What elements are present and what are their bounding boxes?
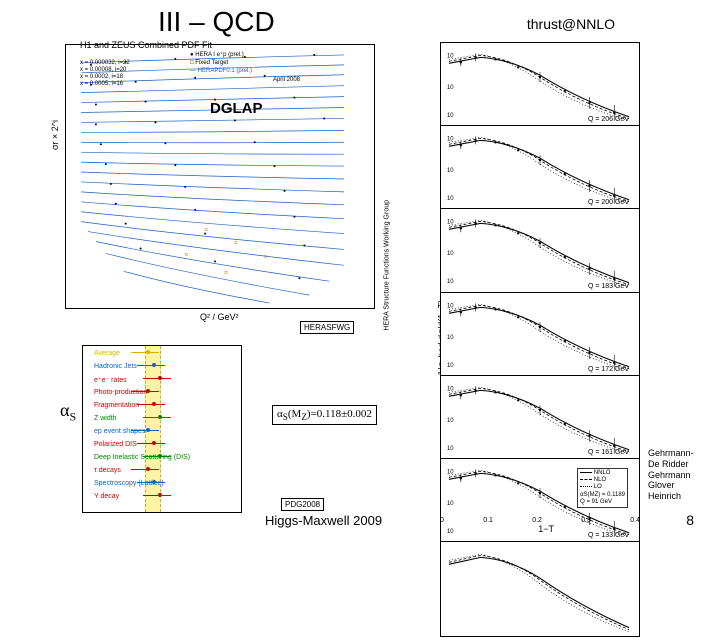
thrust-curve-svg: 10 10 10 [441,43,639,125]
alphas-errorbar [143,456,171,457]
svg-text:10: 10 [447,386,454,392]
thrust-panel: 10 10 10 Q = 183 GeV [440,208,640,291]
alphas-row: Average [94,350,120,357]
svg-text:10: 10 [447,529,454,535]
pdf-x-labels: x = 0.000032, i=22 x = 0.00008, i=20 x =… [80,60,190,88]
alphas-row: Hadronic Jets [94,363,137,370]
alphas-errorbar [137,443,165,444]
pdf-plot-title: H1 and ZEUS Combined PDF Fit [80,40,212,50]
alphas-errorbar [131,391,159,392]
thrust-q-label: Q = 161 GeV [588,449,629,456]
credit-line: Heinrich [648,491,708,502]
alphas-errorbar [131,352,159,353]
thrust-xtick: 0.4 [630,517,640,524]
svg-text:10: 10 [447,362,454,368]
page-number: 8 [686,512,694,528]
thrust-xticks: 0 0.1 0.2 0.3 0.4 [440,517,640,524]
credit-line: De Ridder [648,459,708,470]
thrust-leg-q91: Q = 91 GeV [580,499,625,506]
thrust-xtick: 0 [440,517,444,524]
thrust-panel: 10 10 10 Q = 172 GeV [440,292,640,375]
alphas-errorbar [143,378,171,379]
pdf-legend: ● HERA I e⁺p (prel.) □ Fixed Target — HE… [190,52,300,92]
svg-text:10: 10 [447,196,454,202]
alphas-errorbar [137,365,165,366]
alphas-row: Υ decay [94,493,119,500]
credit-line: Gehrmann [648,470,708,481]
alphas-errorbar [143,495,171,496]
svg-text:10: 10 [447,85,454,91]
alphas-row: τ decays [94,467,121,474]
thrust-q-label: Q = 200 GeV [588,199,629,206]
credit-block: Gehrmann-De RidderGehrmannGloverHeinrich [648,448,708,502]
thrust-q-label: Q = 133 GeV [588,532,629,539]
svg-text:10: 10 [447,446,454,452]
thrust-leg-nnlo: NNLO [594,470,611,476]
pdf-yaxis-label: σr × 2^i [50,120,60,150]
thrust-xtick: 0.3 [581,517,591,524]
thrust-curve-svg: 10 10 10 [441,209,639,291]
svg-text:10: 10 [447,279,454,285]
alphas-row: Z width [94,415,117,422]
thrust-xtick: 0.1 [483,517,493,524]
pdf-xlab: x = 0.00008, i=20 [80,67,190,74]
pdf-xlab: x = 0.000032, i=22 [80,60,190,67]
svg-text:10: 10 [447,303,454,309]
pdf-date: April 2008 [190,77,300,85]
thrust-leg-lo: LO [594,484,602,490]
svg-text:10: 10 [447,113,454,119]
svg-text:10: 10 [447,168,454,174]
alphas-row: Fragmentation [94,402,139,409]
pdf-xlab: x = 0.0002, i=18 [80,74,190,81]
thrust-stack: 10 10 10 Q = 206 GeV 10 10 10 [440,42,640,512]
alphas-row: Polarized DIS [94,441,137,448]
alphas-errorbar [143,417,171,418]
thrust-leg-alphas: αS(MZ) = 0.1189 [580,492,625,499]
footer-text: Higgs-Maxwell 2009 [265,513,382,528]
svg-text:10: 10 [447,53,454,59]
credit-line: Glover [648,480,708,491]
svg-text:10: 10 [447,469,454,475]
thrust-leg-nlo: NLO [594,477,606,483]
alphas-errorbar [137,404,165,405]
svg-text:10: 10 [447,137,454,143]
thrust-panel: 10 10 10 Q = 161 GeV [440,375,640,458]
pdf-legend-2: — HERAPDF0.1 (prel.) [190,68,300,76]
pdf-xlab: x = 0.0005, i=16 [80,81,190,88]
herasfwg-box: HERASFWG [300,321,354,334]
pdg2008-box: PDG2008 [281,498,324,511]
thrust-legend: NNLO NLO LO αS(MZ) = 0.1189 Q = 91 GeV [577,468,628,508]
svg-text:10: 10 [447,220,454,226]
svg-text:10: 10 [447,501,454,507]
alphas-errorbar [137,482,165,483]
svg-text:10: 10 [447,251,454,257]
pdf-xaxis-label: Q² / GeV² [200,312,239,322]
alphas-symbol: αS [60,400,76,425]
svg-text:10: 10 [447,335,454,341]
thrust-panel: 10 10 10 Q = 200 GeV [440,125,640,208]
thrust-label: thrust@NNLO [527,16,615,32]
thrust-xtick: 0.2 [532,517,542,524]
dglap-label: DGLAP [210,100,263,117]
alphas-row: e⁺e⁻ rates [94,376,127,384]
thrust-q-label: Q = 206 GeV [588,116,629,123]
svg-text:10: 10 [447,418,454,424]
alphas-value-box: αS(MZ)=0.118±0.002 [272,405,377,425]
thrust-curve-svg [441,542,639,636]
credit-line: Gehrmann- [648,448,708,459]
thrust-xaxis-label: 1−T [538,524,554,534]
pdf-right-axis: HERA Structure Functions Working Group [384,200,391,331]
pdf-legend-1: □ Fixed Target [190,60,300,68]
thrust-q-label: Q = 172 GeV [588,366,629,373]
thrust-curve-svg: 10 10 10 [441,293,639,375]
pdf-legend-0: ● HERA I e⁺p (prel.) [190,52,300,60]
thrust-curve-svg: 10 10 10 [441,376,639,458]
thrust-q-label: Q = 183 GeV [588,283,629,290]
alphas-errorbar [131,430,159,431]
thrust-panel [440,541,640,637]
thrust-panel: 10 10 10 Q = 206 GeV [440,42,640,125]
alphas-errorbar [131,469,159,470]
slide-title: III – QCD [158,6,275,38]
thrust-curve-svg: 10 10 10 [441,126,639,208]
